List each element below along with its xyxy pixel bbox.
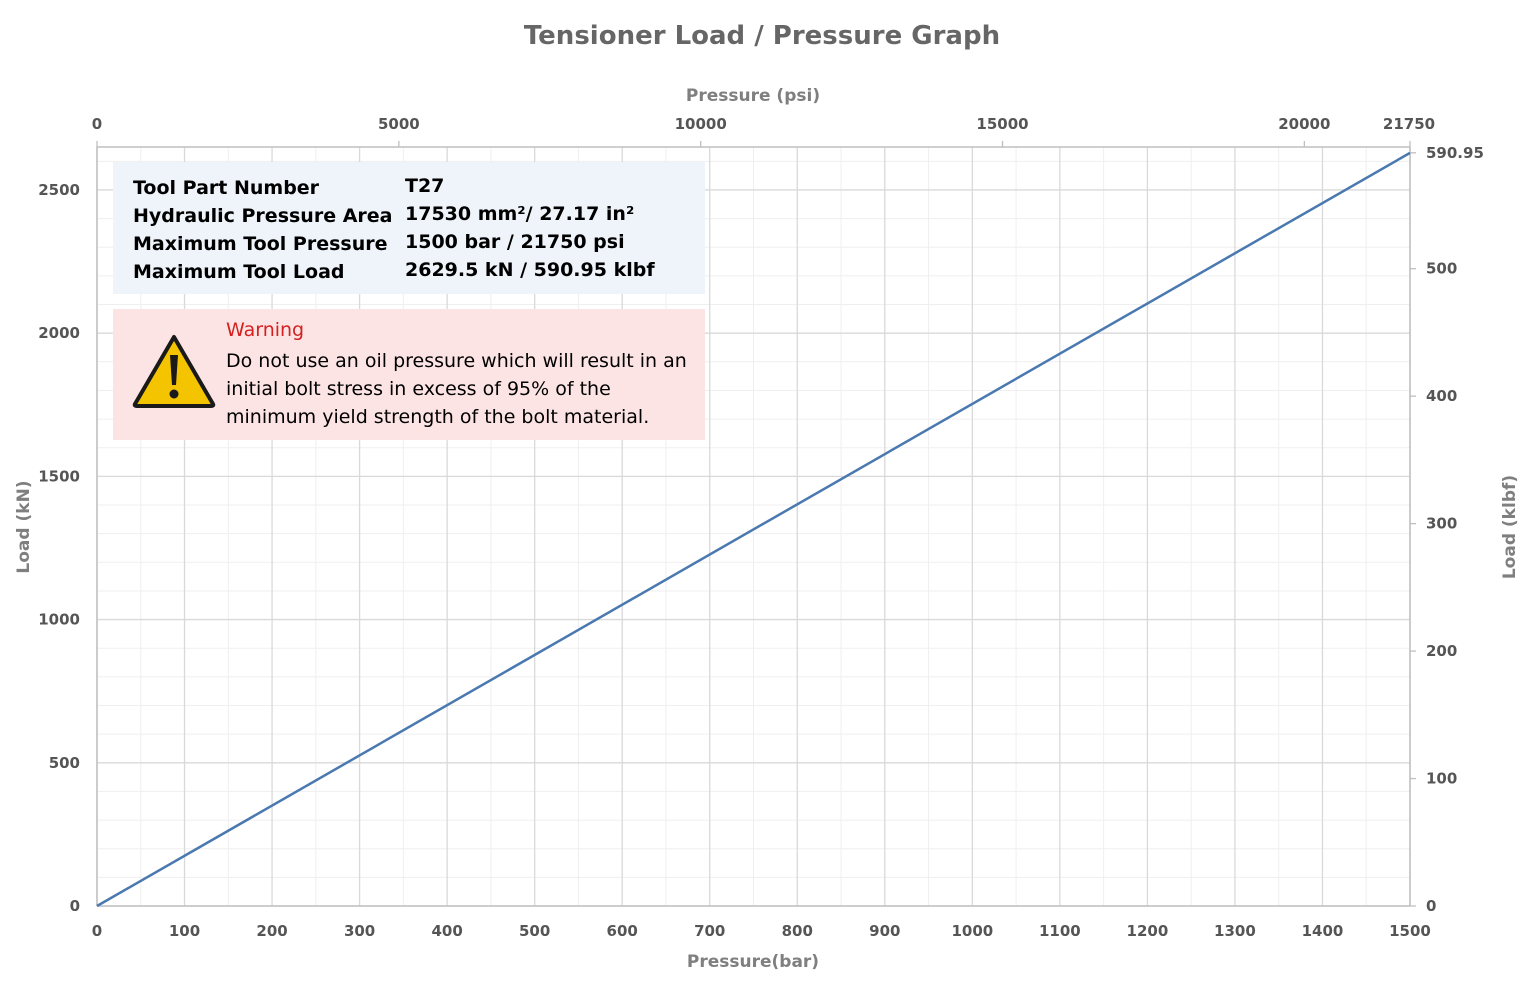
x-tick-label: 1400	[1302, 922, 1344, 940]
x-tick-label: 0	[92, 922, 102, 940]
x2-tick-label: 20000	[1278, 115, 1330, 133]
y-tick-label: 0	[70, 897, 80, 915]
x-axis-title: Pressure(bar)	[687, 952, 819, 972]
warning-triangle-icon	[132, 335, 216, 408]
info-label-max-pressure: Maximum Tool Pressure	[133, 233, 388, 255]
x-tick-label: 200	[256, 922, 287, 940]
y-tick-label: 500	[49, 754, 80, 772]
y2-tick-label: 0	[1426, 897, 1436, 915]
warning-text: Do not use an oil pressure which will re…	[226, 350, 687, 428]
y-axis-ticks: 0 500 1000 1500 2000 2500	[38, 181, 80, 915]
tool-info-panel: Tool Part Number T27 Hydraulic Pressure …	[113, 162, 705, 294]
y2-tick-label: 400	[1426, 387, 1457, 405]
info-label-part-number: Tool Part Number	[133, 177, 320, 199]
x2-tick-label: 21750	[1383, 115, 1435, 133]
x-tick-label: 900	[869, 922, 900, 940]
y-tick-label: 1500	[38, 467, 80, 485]
x-tick-label: 700	[694, 922, 725, 940]
y2-tick-label: 590.95	[1426, 144, 1484, 162]
x-tick-label: 800	[782, 922, 813, 940]
y-tick-label: 2500	[38, 181, 80, 199]
x-tick-label: 1300	[1214, 922, 1256, 940]
warning-title: Warning	[226, 319, 305, 341]
x-tick-label: 1200	[1127, 922, 1169, 940]
x-tick-label: 1000	[951, 922, 993, 940]
warning-panel: Warning Do not use an oil pressure which…	[113, 309, 705, 440]
y-tick-label: 2000	[38, 324, 80, 342]
x2-tick-label: 10000	[675, 115, 727, 133]
series-line	[96, 151, 1411, 908]
info-label-max-load: Maximum Tool Load	[133, 261, 345, 283]
info-value-max-pressure: 1500 bar / 21750 psi	[405, 231, 625, 253]
y2-axis-ticks: 0 100 200 300 400 500 590.95	[1410, 144, 1484, 915]
y2-tick-label: 200	[1426, 642, 1457, 660]
info-label-pressure-area: Hydraulic Pressure Area	[133, 205, 393, 227]
x-tick-label: 1500	[1389, 922, 1431, 940]
x-tick-label: 500	[519, 922, 550, 940]
axes	[96, 146, 1411, 907]
y2-tick-label: 500	[1426, 260, 1457, 278]
y-axis-title: Load (kN)	[14, 480, 34, 573]
chart-title: Tensioner Load / Pressure Graph	[524, 21, 1000, 51]
series-group	[96, 151, 1411, 908]
info-value-pressure-area: 17530 mm²/ 27.17 in²	[405, 203, 635, 225]
x2-tick-label: 15000	[976, 115, 1028, 133]
x2-tick-label: 5000	[378, 115, 420, 133]
x2-tick-label: 0	[92, 115, 102, 133]
x-axis-ticks: 0 100 200 300 400 500 600 700 800 900 1000 1100 1200…	[92, 922, 1431, 940]
y-tick-label: 1000	[38, 611, 80, 629]
info-value-part-number: T27	[405, 175, 445, 197]
x-tick-label: 100	[169, 922, 200, 940]
x-tick-label: 1100	[1039, 922, 1081, 940]
y2-axis-title: Load (klbf)	[1500, 475, 1520, 579]
x-tick-label: 600	[607, 922, 638, 940]
y2-tick-label: 100	[1426, 770, 1457, 788]
x-tick-label: 300	[344, 922, 375, 940]
x2-axis-title: Pressure (psi)	[686, 86, 820, 106]
x2-axis-ticks: 0 5000 10000 15000 20000 21750	[92, 115, 1435, 147]
info-value-max-load: 2629.5 kN / 590.95 klbf	[405, 259, 655, 281]
y2-tick-label: 300	[1426, 515, 1457, 533]
x-tick-label: 400	[431, 922, 462, 940]
